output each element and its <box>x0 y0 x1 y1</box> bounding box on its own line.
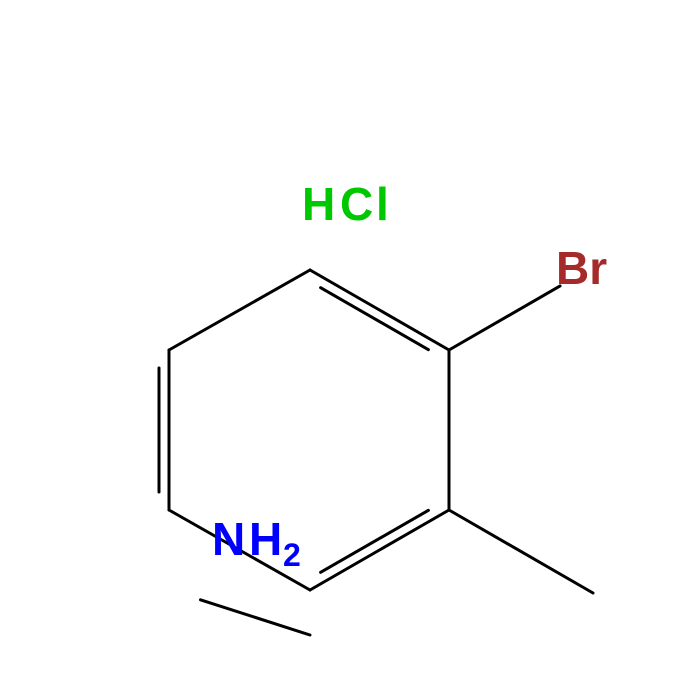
atom-label: l <box>376 178 389 230</box>
atom-label: H <box>302 178 335 230</box>
atom-label: N <box>212 513 245 565</box>
atom-label: H <box>249 513 282 565</box>
molecule-diagram: BrNH2HCl <box>0 0 700 700</box>
atom-label: Br <box>556 242 607 294</box>
atom-label: 2 <box>283 537 301 573</box>
atom-label: C <box>340 178 373 230</box>
